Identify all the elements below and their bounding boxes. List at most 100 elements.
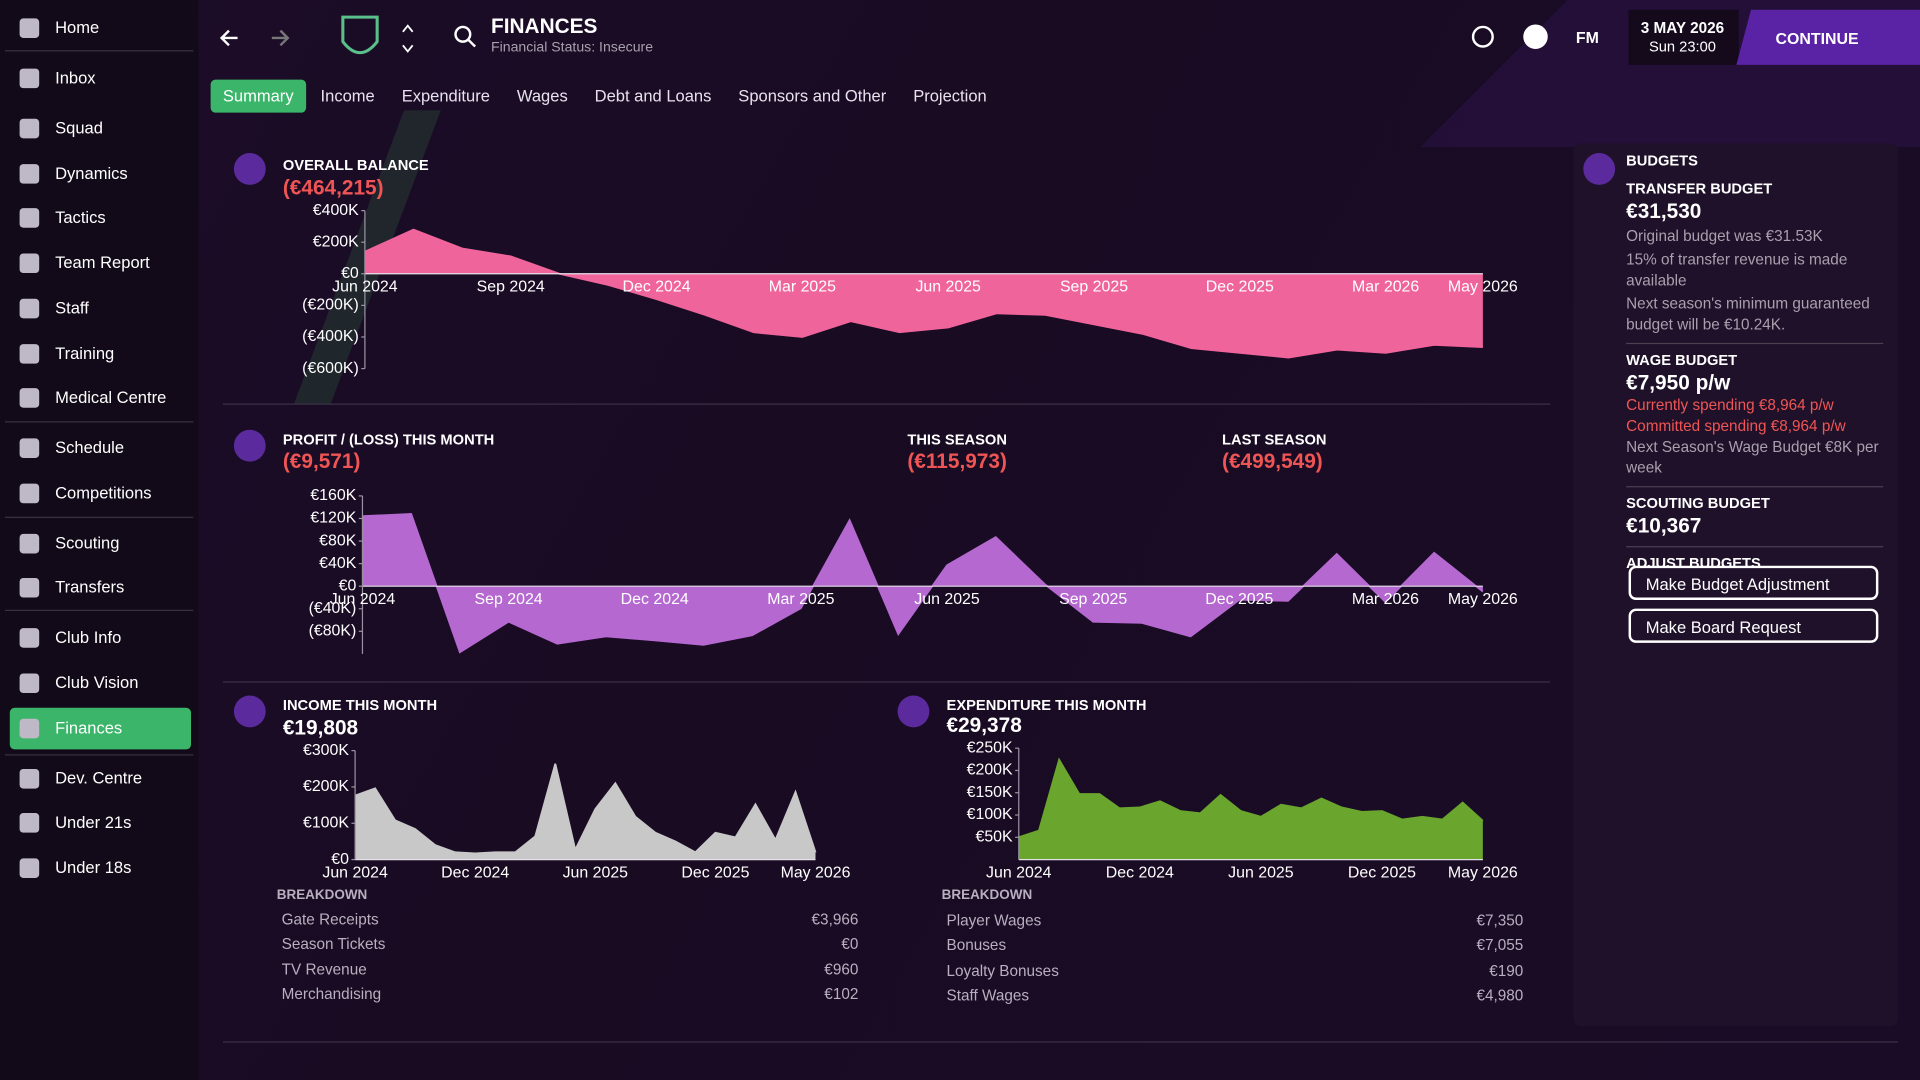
- x-tick-label: Sep 2025: [1059, 591, 1127, 608]
- row-label: Staff Wages: [946, 987, 1030, 1005]
- y-tick-label: €100K: [967, 806, 1013, 823]
- nav-item[interactable]: Schedule: [10, 427, 191, 469]
- nav-item[interactable]: Training: [10, 333, 191, 375]
- x-tick-label: May 2026: [1448, 864, 1518, 881]
- nav-label: Dev. Centre: [55, 768, 143, 788]
- nav-item[interactable]: Under 21s: [10, 802, 191, 844]
- y-tick-label: (€40K): [309, 600, 357, 617]
- x-tick-label: Dec 2024: [441, 864, 509, 881]
- nav-item[interactable]: Finances: [9, 707, 192, 750]
- nav-label: Tactics: [55, 208, 106, 227]
- y-tick-label: (€200K): [302, 297, 359, 314]
- search-icon[interactable]: [454, 25, 472, 43]
- tab[interactable]: Summary: [210, 79, 306, 113]
- row-value: €7,055: [1476, 937, 1524, 955]
- breakdown-title: BREAKDOWN: [276, 887, 368, 903]
- y-tick-label: €50K: [975, 829, 1013, 846]
- budget-value: €31,530: [1626, 199, 1702, 223]
- y-tick-label: €100K: [303, 814, 349, 831]
- x-tick-label: May 2026: [781, 864, 851, 881]
- section-title: INCOME THIS MONTH: [282, 696, 438, 714]
- dropdown-button[interactable]: Make Budget Adjustment: [1628, 565, 1879, 601]
- nav-item[interactable]: Transfers: [10, 567, 191, 609]
- nav-icon: [19, 298, 40, 319]
- budgets: BUDGETS TRANSFER BUDGET €31,530 Original…: [1626, 152, 1884, 572]
- row-label: Merchandising: [281, 985, 382, 1004]
- budget-value: €7,950 p/w: [1626, 371, 1731, 395]
- divider: [1626, 342, 1884, 345]
- section-title: LAST SEASON: [1222, 431, 1327, 449]
- x-tick-label: Dec 2025: [1206, 278, 1274, 295]
- separator: [4, 516, 194, 518]
- section-title: EXPENDITURE THIS MONTH: [946, 696, 1147, 714]
- help-icon[interactable]: [1523, 24, 1548, 49]
- date: 3 MAY 2026: [1640, 19, 1725, 37]
- budget-panel: [1573, 143, 1898, 1027]
- nav-label: Transfers: [55, 577, 125, 597]
- x-tick-label: Mar 2026: [1352, 278, 1419, 295]
- nav-item[interactable]: Inbox: [10, 58, 191, 100]
- nav-item[interactable]: Dynamics: [10, 153, 191, 195]
- nav-item[interactable]: Dev. Centre: [10, 758, 191, 800]
- nav-item[interactable]: Tactics: [10, 197, 191, 239]
- budget-notes: Original budget was €31.53K 15% of transf…: [1626, 227, 1883, 336]
- nav-item[interactable]: Squad: [10, 108, 191, 150]
- area-line: [1018, 757, 1484, 839]
- x-tick-label: Mar 2026: [1352, 591, 1419, 608]
- row-value: €960: [824, 960, 859, 979]
- nav-label: Competitions: [55, 483, 152, 503]
- tab[interactable]: Wages: [516, 86, 568, 106]
- budget-notes: Currently spending €8,964 p/w Committed s…: [1626, 396, 1883, 479]
- nav-label: Team Report: [55, 253, 150, 272]
- forward-button[interactable]: [271, 29, 290, 47]
- y-tick-label: €200K: [303, 778, 349, 795]
- separator: [4, 754, 194, 756]
- nav-icon: [19, 438, 40, 458]
- x-tick-label: Sep 2024: [477, 278, 545, 295]
- tab[interactable]: Projection: [913, 86, 987, 106]
- row-label: Bonuses: [946, 937, 1007, 955]
- tab[interactable]: Sponsors and Other: [738, 86, 887, 106]
- y-tick-label: €40K: [319, 555, 357, 572]
- time: Sun 23:00: [1648, 37, 1716, 56]
- club-switch[interactable]: [402, 24, 414, 53]
- nav-item[interactable]: Home: [10, 7, 191, 49]
- row-label: Loyalty Bonuses: [946, 962, 1059, 980]
- nav-item[interactable]: Competitions: [10, 473, 191, 515]
- nav-icon: [19, 344, 40, 364]
- nav-item[interactable]: Club Vision: [10, 662, 191, 704]
- section-value: €29,378: [946, 713, 1022, 738]
- nav-item[interactable]: Club Info: [10, 617, 191, 659]
- tab[interactable]: Income: [320, 86, 375, 106]
- tab[interactable]: Debt and Loans: [594, 86, 712, 106]
- x-tick-label: Sep 2025: [1060, 278, 1128, 295]
- x-tick-label: Dec 2024: [1106, 864, 1174, 881]
- y-tick-label: €200K: [967, 762, 1013, 779]
- continue-button[interactable]: [1736, 9, 1920, 65]
- row-value: €0: [841, 935, 859, 954]
- nav-item[interactable]: Medical Centre: [10, 377, 191, 419]
- nav-icon: [19, 628, 40, 648]
- budget-value: €10,367: [1626, 514, 1702, 538]
- area-line: [354, 763, 817, 855]
- tab[interactable]: Expenditure: [401, 86, 490, 106]
- y-tick-label: €160K: [310, 487, 356, 504]
- note: Next Season's Wage Budget €8K per week: [1626, 438, 1879, 477]
- nav-icon: [19, 68, 40, 89]
- nav-item[interactable]: Scouting: [10, 523, 191, 565]
- dropdown-button[interactable]: Make Board Request: [1628, 608, 1879, 643]
- row-value: €7,350: [1476, 912, 1524, 930]
- back-button[interactable]: [219, 29, 238, 47]
- nav-label: Inbox: [55, 68, 96, 87]
- page-subtitle: Financial Status: Insecure: [491, 40, 654, 56]
- nav-item[interactable]: Team Report: [10, 242, 191, 284]
- world-icon[interactable]: [1471, 25, 1494, 48]
- separator: [4, 609, 194, 612]
- club-crest[interactable]: [341, 15, 379, 55]
- nav-item[interactable]: Under 18s: [10, 847, 191, 889]
- warning: Committed spending €8,964 p/w: [1626, 417, 1846, 435]
- nav-item[interactable]: Staff: [10, 288, 191, 330]
- continue-label[interactable]: CONTINUE: [1775, 29, 1859, 48]
- budget-heading: TRANSFER BUDGET: [1626, 180, 1773, 198]
- note: Original budget was €31.53K: [1626, 227, 1823, 245]
